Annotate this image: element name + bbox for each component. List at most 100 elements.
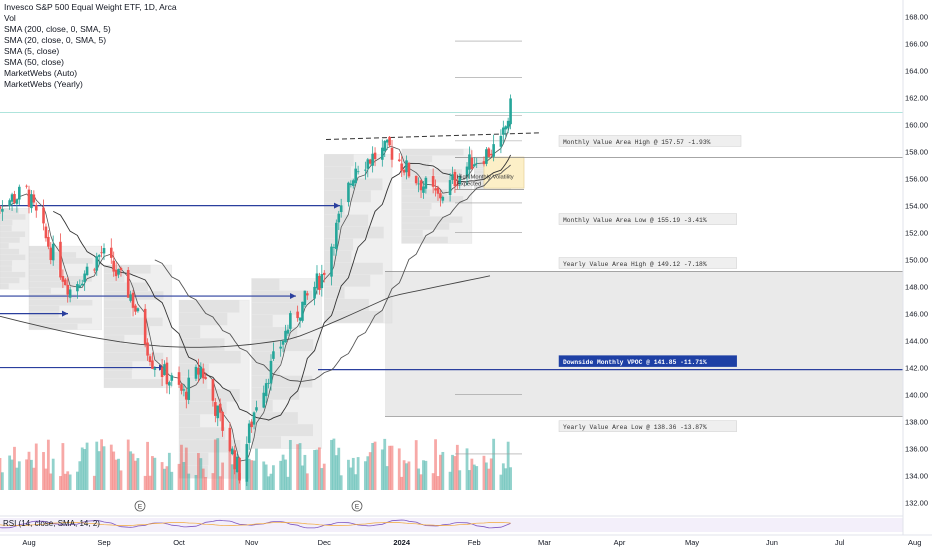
profile-bar — [401, 182, 423, 190]
profile-bar — [104, 273, 125, 283]
profile-bar — [324, 154, 354, 167]
profile-bar — [29, 323, 78, 330]
profile-bar — [251, 327, 298, 339]
legend-marketwebs-auto[interactable]: MarketWebs (Auto) — [4, 68, 78, 78]
volume-bar — [46, 439, 50, 490]
profile-bar — [474, 170, 486, 173]
volume-bar — [250, 460, 254, 490]
profile-bar — [324, 214, 369, 227]
legend-sma-5[interactable]: SMA (5, close) — [4, 46, 60, 56]
profile-bar — [104, 352, 164, 362]
volume-bar — [402, 460, 406, 490]
candle-body — [431, 176, 435, 187]
volume-bar — [422, 460, 425, 490]
legend-volume[interactable]: Vol — [4, 13, 16, 23]
candle-body — [97, 255, 101, 257]
profile-bar — [0, 231, 26, 237]
price-tick-label: 140.00 — [905, 391, 928, 400]
earnings-marker-icon — [134, 500, 146, 512]
candle-body — [322, 272, 326, 275]
volume-bar — [201, 468, 205, 490]
profile-bar — [179, 312, 228, 326]
candle-body — [397, 159, 401, 162]
candle-body — [489, 153, 493, 156]
yearly-value-area — [385, 271, 903, 417]
candle-body — [349, 183, 353, 186]
candle-body — [136, 308, 140, 312]
volume-bar — [129, 451, 133, 490]
legend-sma-50[interactable]: SMA (50, close) — [4, 57, 64, 67]
volume-bar — [228, 450, 232, 490]
price-tick-label: 154.00 — [905, 202, 928, 211]
volume-bar — [170, 471, 174, 490]
candle-body — [201, 368, 205, 379]
volume-bar — [187, 473, 191, 490]
candle-body — [335, 222, 338, 250]
legend-sma-20[interactable]: SMA (20, close, 0, SMA, 5) — [4, 35, 107, 45]
volume-bar — [298, 443, 302, 490]
candle-body — [405, 160, 408, 173]
volume-bar — [204, 476, 208, 490]
candle-body — [320, 274, 324, 289]
candle-body — [470, 157, 474, 170]
candle-body — [194, 366, 198, 379]
legend-sma-200[interactable]: SMA (200, close, 0, SMA, 5) — [4, 24, 111, 34]
candle-body — [8, 200, 11, 206]
profile-bar — [251, 339, 314, 352]
volume-bar — [407, 461, 411, 490]
volume-bar — [400, 476, 404, 490]
candle-body — [286, 329, 290, 334]
candle-body — [306, 293, 309, 296]
volume-bar — [213, 439, 217, 490]
volume-bar — [143, 475, 147, 490]
volume-bar — [383, 438, 387, 490]
volume-bar — [419, 474, 423, 490]
volume-bar — [470, 458, 474, 490]
legend-title[interactable]: Invesco S&P 500 Equal Weight ETF, 1D, Ar… — [4, 2, 177, 12]
candle-body — [102, 248, 106, 254]
candle-body — [337, 213, 341, 223]
month-profile-box — [251, 278, 323, 449]
candle-body — [153, 368, 157, 370]
candle-body — [499, 135, 503, 147]
candle-body — [506, 120, 510, 129]
vpoc-arrow-icon — [62, 310, 68, 317]
candle-body — [114, 269, 118, 277]
volume-bar — [95, 441, 99, 490]
volume-bar — [76, 471, 79, 490]
volatility-note-line1: High Monthly Volatility — [457, 175, 514, 181]
candle-body — [424, 177, 428, 189]
volume-bar — [354, 474, 358, 490]
profile-bar — [401, 236, 448, 244]
yearly-vah-label: Yearly Value Area High @ 149.12 -7.18% — [563, 261, 707, 268]
candle-body — [402, 169, 406, 173]
volume-bar — [451, 454, 454, 490]
profile-bar — [474, 177, 490, 180]
profile-bar — [179, 376, 208, 389]
volume-bar — [49, 473, 53, 490]
rsi-legend[interactable]: RSI (14, close, SMA, 14, 2) — [3, 519, 100, 528]
volume-bar — [506, 441, 510, 490]
profile-bar — [401, 155, 433, 163]
candle-body — [351, 180, 355, 186]
candle-body — [230, 448, 234, 455]
volume-bar — [163, 468, 166, 490]
candle-body — [126, 269, 130, 298]
candle-body — [83, 273, 86, 283]
candle-body — [448, 180, 452, 196]
candle-body — [163, 364, 166, 375]
profile-bar — [251, 436, 281, 449]
volume-bar — [83, 449, 87, 490]
volume-bar — [458, 470, 462, 490]
volume-bar — [431, 473, 435, 490]
candle-body — [388, 136, 391, 146]
profile-bar — [401, 196, 464, 203]
profile-bar — [0, 248, 20, 255]
profile-bar — [0, 254, 26, 261]
legend-marketwebs-yearly[interactable]: MarketWebs (Yearly) — [4, 79, 83, 89]
volume-bar — [349, 467, 353, 490]
volume-bar — [269, 473, 273, 490]
candle-body — [264, 383, 268, 397]
candle-body — [436, 187, 440, 194]
